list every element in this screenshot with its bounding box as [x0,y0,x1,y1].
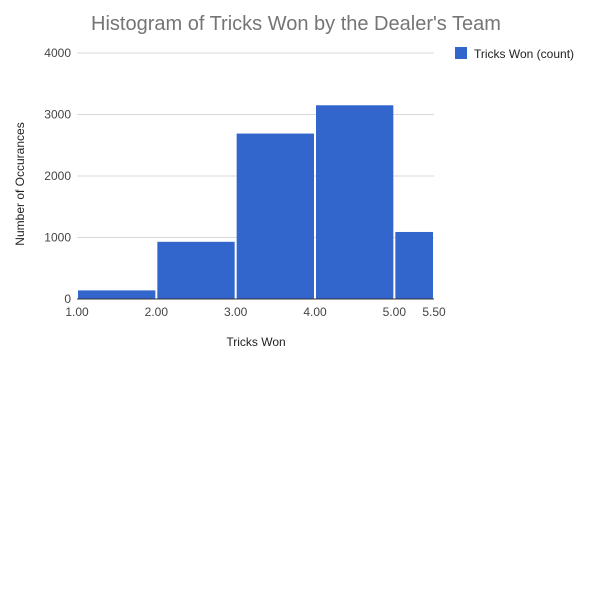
x-tick-label: 2.00 [145,305,169,319]
legend: Tricks Won (count) [455,47,574,61]
histogram-bar [316,105,394,300]
axes: 0 1000 2000 3000 4000 1.00 2.00 3.00 4.00 5.00 5.5… [44,46,446,319]
x-tick-label: 5.00 [383,305,407,319]
y-tick-label: 4000 [44,46,71,60]
y-axis-title: Number of Occurances [13,122,27,245]
x-tick-label: 5.50 [422,305,446,319]
legend-label: Tricks Won (count) [474,47,574,61]
histogram-bar [395,231,433,299]
x-tick-label: 4.00 [303,305,327,319]
y-tick-label: 3000 [44,108,71,122]
x-axis-title: Tricks Won [226,335,285,349]
y-tick-label: 0 [64,292,71,306]
bars [78,105,433,300]
histogram-bar [236,133,314,299]
x-tick-label: 3.00 [224,305,248,319]
histogram-bar [78,290,156,299]
y-tick-label: 1000 [44,231,71,245]
y-tick-label: 2000 [44,169,71,183]
legend-swatch [455,47,467,59]
chart-title: Histogram of Tricks Won by the Dealer's … [91,13,501,35]
histogram-bar [157,241,235,299]
x-tick-label: 1.00 [65,305,89,319]
